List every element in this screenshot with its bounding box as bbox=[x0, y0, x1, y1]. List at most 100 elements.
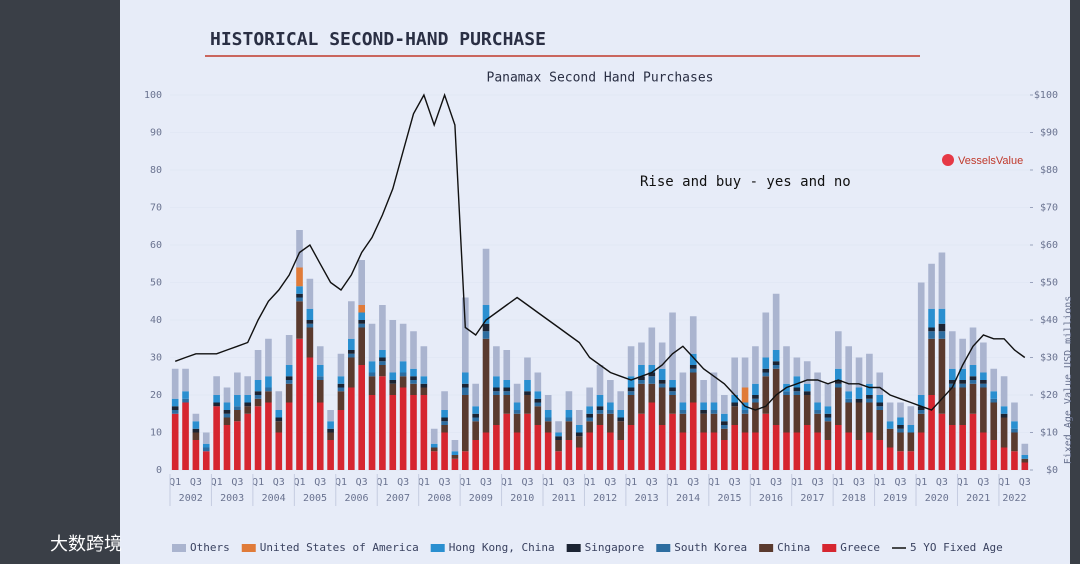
bar-segment bbox=[430, 443, 438, 448]
bar-segment bbox=[721, 425, 728, 429]
bar-segment bbox=[834, 425, 842, 470]
bar-segment bbox=[503, 350, 511, 380]
bar-segment bbox=[928, 308, 935, 328]
bar-segment bbox=[876, 372, 884, 395]
bar-segment bbox=[493, 346, 500, 377]
bar-segment bbox=[171, 406, 179, 410]
bar-segment bbox=[917, 282, 925, 395]
bar-segment bbox=[607, 413, 614, 433]
bar-segment bbox=[493, 391, 500, 395]
bar-segment bbox=[379, 376, 386, 470]
bar-segment bbox=[213, 395, 220, 403]
x-tick-label: Q3 bbox=[687, 477, 699, 488]
bar-segment bbox=[959, 368, 966, 380]
bar-segment bbox=[420, 387, 428, 395]
bar-segment bbox=[928, 327, 935, 332]
bar-segment bbox=[752, 402, 759, 433]
bar-segment bbox=[980, 432, 987, 470]
bar-segment bbox=[886, 402, 894, 422]
bar-segment bbox=[482, 338, 490, 433]
bar-segment bbox=[700, 402, 707, 410]
bar-segment bbox=[866, 395, 873, 399]
x-tick-label: Q3 bbox=[190, 477, 202, 488]
bar-segment bbox=[524, 357, 531, 380]
bar-segment bbox=[451, 440, 459, 452]
bar-segment bbox=[938, 338, 946, 414]
bar-segment bbox=[296, 301, 303, 339]
bar-segment bbox=[607, 432, 614, 470]
bar-segment bbox=[814, 402, 821, 410]
annotation: Rise and buy - yes and no bbox=[640, 174, 851, 190]
x-tick-label: Q1 bbox=[957, 477, 969, 488]
bar-segment bbox=[368, 372, 376, 377]
y2-tick-label: $40 bbox=[1040, 315, 1058, 326]
bar-segment bbox=[689, 353, 697, 365]
bar-segment bbox=[534, 391, 542, 399]
bar-segment bbox=[648, 402, 656, 470]
bar-segment bbox=[368, 376, 376, 395]
x-tick-label: Q1 bbox=[708, 477, 720, 488]
bar-segment bbox=[192, 428, 200, 433]
x-group-label: 2007 bbox=[386, 493, 410, 504]
bar-segment bbox=[503, 395, 511, 414]
bar-segment bbox=[607, 380, 614, 403]
bar-segment bbox=[265, 402, 272, 470]
x-tick-label: Q3 bbox=[977, 477, 989, 488]
x-tick-label: Q1 bbox=[459, 477, 471, 488]
x-tick-label: Q3 bbox=[521, 477, 533, 488]
chart-title: Panamax Second Hand Purchases bbox=[487, 71, 714, 86]
bar-segment bbox=[658, 387, 666, 425]
bar-segment bbox=[876, 440, 884, 470]
bar-segment bbox=[472, 421, 479, 440]
bar-segment bbox=[638, 365, 645, 377]
bar-segment bbox=[254, 398, 262, 407]
bar-segment bbox=[897, 402, 904, 418]
bar-segment bbox=[876, 395, 884, 403]
bar-segment bbox=[555, 440, 562, 452]
bar-segment bbox=[306, 357, 314, 470]
bar-segment bbox=[627, 395, 635, 425]
bar-segment bbox=[617, 410, 625, 418]
bar-segment bbox=[265, 387, 272, 392]
bar-segment bbox=[244, 376, 252, 395]
bar-segment bbox=[669, 312, 676, 380]
x-group-label: 2020 bbox=[925, 493, 949, 504]
bar-segment bbox=[275, 417, 283, 422]
bar-segment bbox=[275, 410, 283, 418]
x-tick-label: Q1 bbox=[749, 477, 761, 488]
bar-segment bbox=[731, 402, 739, 407]
bar-segment bbox=[171, 398, 179, 407]
bar-segment bbox=[544, 421, 552, 433]
bar-segment bbox=[948, 368, 956, 380]
bar-segment bbox=[420, 383, 428, 388]
bar-segment bbox=[596, 365, 604, 395]
bar-segment bbox=[389, 383, 397, 395]
bar-segment bbox=[793, 391, 801, 395]
bar-segment bbox=[855, 402, 863, 440]
bar-segment bbox=[358, 327, 366, 365]
bar-segment bbox=[441, 391, 448, 410]
y-tick-label: 50 bbox=[150, 278, 162, 289]
bar-segment bbox=[990, 402, 998, 440]
x-group-label: 2017 bbox=[800, 493, 824, 504]
bar-segment bbox=[461, 451, 469, 470]
bar-segment bbox=[171, 413, 179, 470]
bar-segment bbox=[814, 372, 821, 403]
bar-segment bbox=[285, 380, 293, 384]
bar-segment bbox=[669, 387, 676, 392]
bar-segment bbox=[845, 402, 852, 433]
bar-segment bbox=[689, 316, 697, 354]
bar-segment bbox=[741, 413, 749, 433]
bar-segment bbox=[534, 372, 542, 392]
bar-segment bbox=[493, 376, 500, 388]
bar-segment bbox=[472, 440, 479, 470]
bar-segment bbox=[244, 413, 252, 470]
bar-segment bbox=[534, 402, 542, 407]
x-group-label: 2019 bbox=[883, 493, 907, 504]
bar-segment bbox=[627, 425, 635, 470]
bar-segment bbox=[679, 432, 687, 470]
bar-segment bbox=[441, 410, 448, 418]
bar-segment bbox=[762, 372, 770, 377]
bar-segment bbox=[907, 425, 915, 433]
bar-segment bbox=[969, 380, 977, 384]
